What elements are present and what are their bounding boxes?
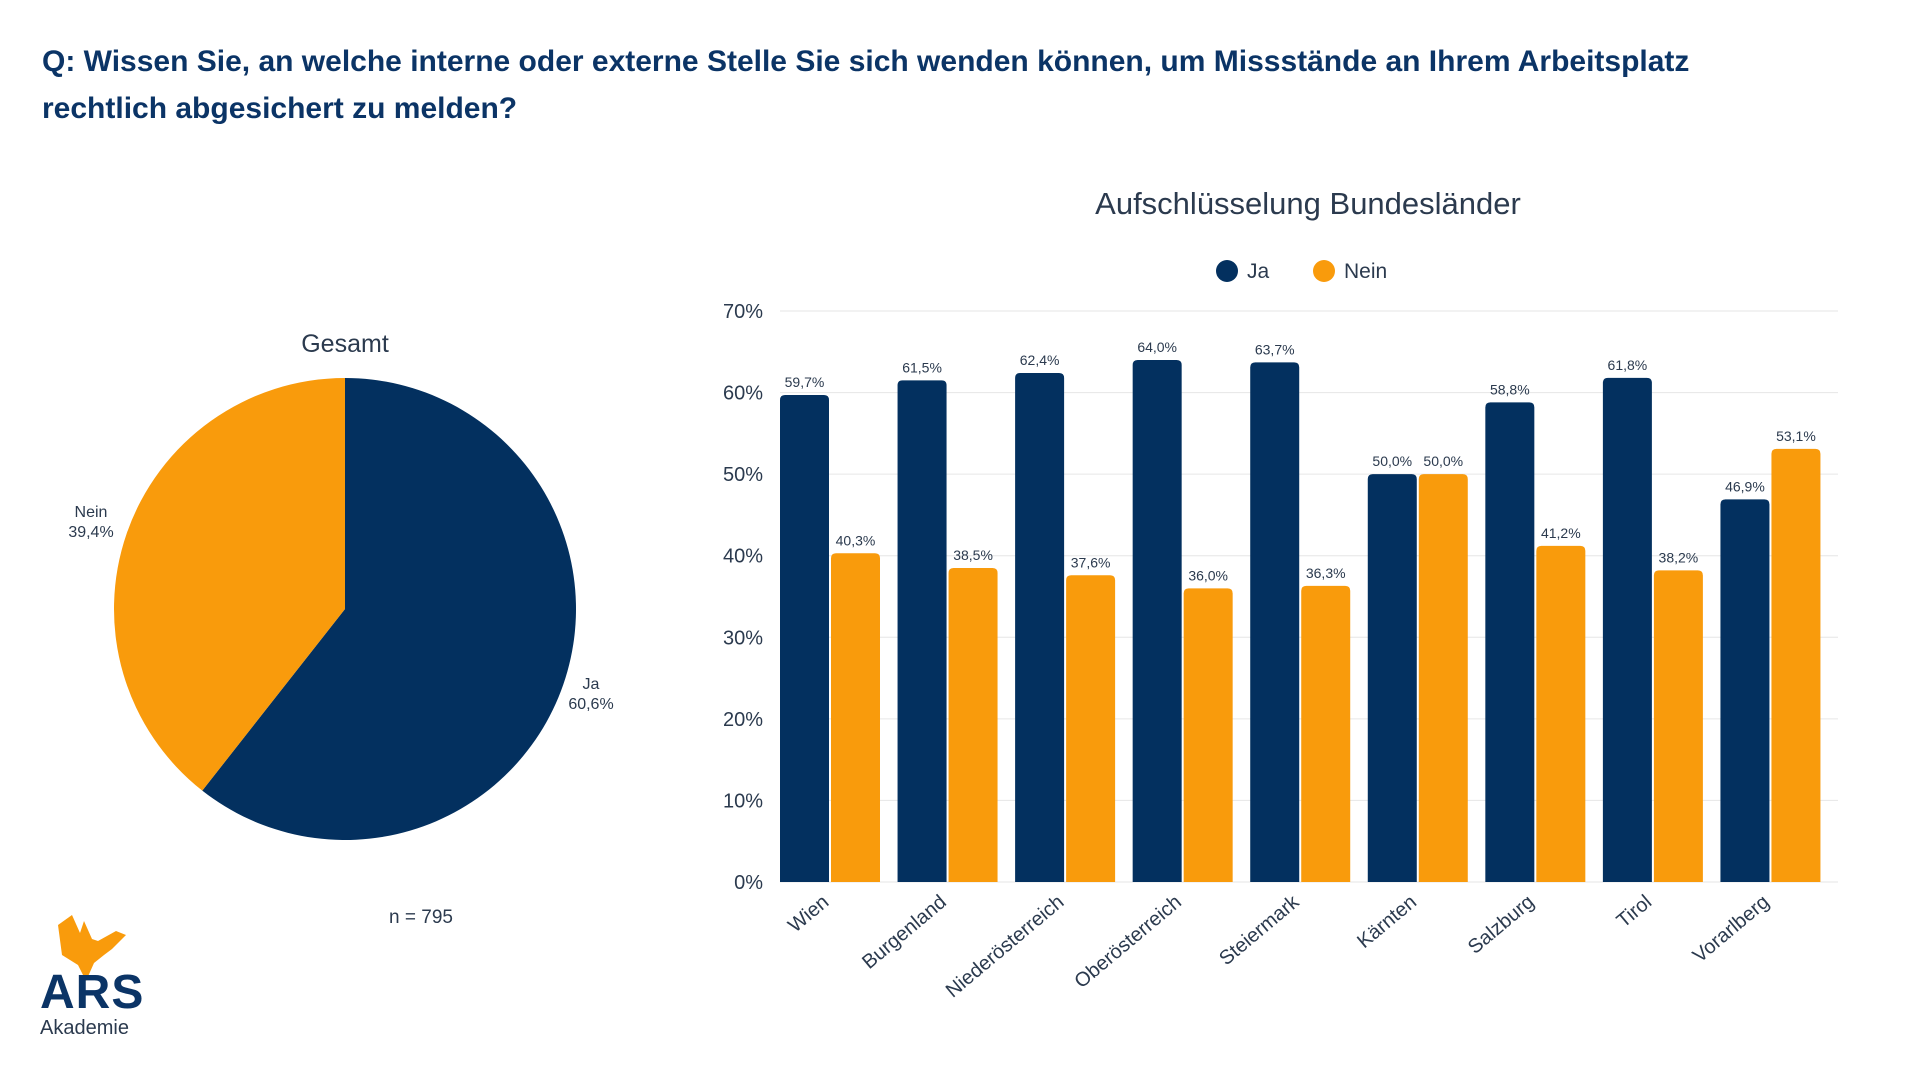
bar-nein xyxy=(1183,588,1233,882)
bar-ja xyxy=(897,380,947,882)
data-label: 61,5% xyxy=(902,359,942,375)
x-tick-label: Wien xyxy=(784,891,833,937)
bar-ja xyxy=(1602,377,1652,882)
logo-subtitle: Akademie xyxy=(40,1017,129,1039)
x-tick-label: Steiermark xyxy=(1215,890,1304,970)
data-label: 36,3% xyxy=(1306,565,1346,581)
x-tick-label: Salzburg xyxy=(1464,891,1539,959)
question-title: Q: Wissen Sie, an welche interne oder ex… xyxy=(42,45,1690,125)
legend-ja-marker xyxy=(1216,260,1238,282)
bar-nein xyxy=(1653,570,1703,882)
y-tick-label: 60% xyxy=(723,383,763,405)
data-label: 36,0% xyxy=(1188,567,1228,583)
y-tick-label: 50% xyxy=(723,464,763,486)
bar-ja xyxy=(780,395,829,882)
x-tick-label: Oberösterreich xyxy=(1070,891,1185,993)
data-label: 62,4% xyxy=(1020,352,1060,368)
legend-ja-label: Ja xyxy=(1247,260,1270,283)
bar-ja xyxy=(1367,474,1417,882)
bar-nein xyxy=(1536,545,1586,882)
data-label: 46,9% xyxy=(1725,478,1765,494)
data-label: 50,0% xyxy=(1423,453,1463,469)
y-tick-label: 40% xyxy=(723,546,763,568)
data-label: 37,6% xyxy=(1071,554,1111,570)
legend-nein-marker xyxy=(1313,260,1335,282)
pie-label-nein: Nein xyxy=(75,504,108,521)
ars-logo-mark xyxy=(58,915,126,981)
pie-title: Gesamt xyxy=(301,330,389,358)
x-tick-label: Kärnten xyxy=(1353,891,1421,953)
data-label: 61,8% xyxy=(1608,357,1648,373)
pie-slice-ja xyxy=(202,378,577,840)
y-tick-label: 70% xyxy=(723,301,763,323)
data-label: 59,7% xyxy=(785,374,825,390)
bar-nein xyxy=(1066,575,1116,882)
data-label: 63,7% xyxy=(1255,341,1295,357)
x-tick-label: Burgenland xyxy=(858,891,951,974)
y-tick-label: 10% xyxy=(723,790,763,812)
x-tick-label: Tirol xyxy=(1613,891,1656,932)
bar-ja xyxy=(1250,362,1300,882)
data-label: 64,0% xyxy=(1137,339,1177,355)
bar-ja xyxy=(1132,359,1182,882)
pie-label-ja: Ja xyxy=(583,676,600,693)
logo-name: ARS xyxy=(40,966,145,1019)
bar-nein xyxy=(1418,474,1468,882)
data-label: 40,3% xyxy=(836,532,876,548)
x-tick-label: Vorarlberg xyxy=(1689,891,1774,967)
y-tick-label: 30% xyxy=(723,627,763,649)
bar-chart-title: Aufschlüsselung Bundesländer xyxy=(1095,186,1521,221)
y-tick-label: 20% xyxy=(723,709,763,731)
data-label: 38,2% xyxy=(1659,549,1699,565)
bar-nein xyxy=(948,567,998,882)
bar-chart: 0% 10% 20% 30% 40% 50% 60% 70% 59,7% 40,3% Wien 61,… xyxy=(723,301,1838,1002)
x-tick-label: Niederösterreich xyxy=(942,891,1069,1002)
bar-nein xyxy=(1301,585,1351,882)
bar-nein xyxy=(1771,448,1821,882)
pie-slice-nein xyxy=(114,378,345,791)
data-label: 58,8% xyxy=(1490,381,1530,397)
pie-value-ja: 60,6% xyxy=(568,696,613,713)
data-label: 41,2% xyxy=(1541,525,1581,541)
pie-chart xyxy=(114,378,577,840)
bar-ja xyxy=(1720,499,1770,882)
bar-nein xyxy=(831,553,880,882)
data-label: 53,1% xyxy=(1776,428,1816,444)
bar-ja xyxy=(1485,402,1535,882)
y-tick-label: 0% xyxy=(734,872,763,894)
bar-ja xyxy=(1015,372,1065,882)
data-label: 50,0% xyxy=(1372,453,1412,469)
sample-size: n = 795 xyxy=(389,907,453,928)
data-label: 38,5% xyxy=(953,547,993,563)
pie-value-nein: 39,4% xyxy=(68,524,113,541)
legend-nein-label: Nein xyxy=(1344,260,1387,283)
